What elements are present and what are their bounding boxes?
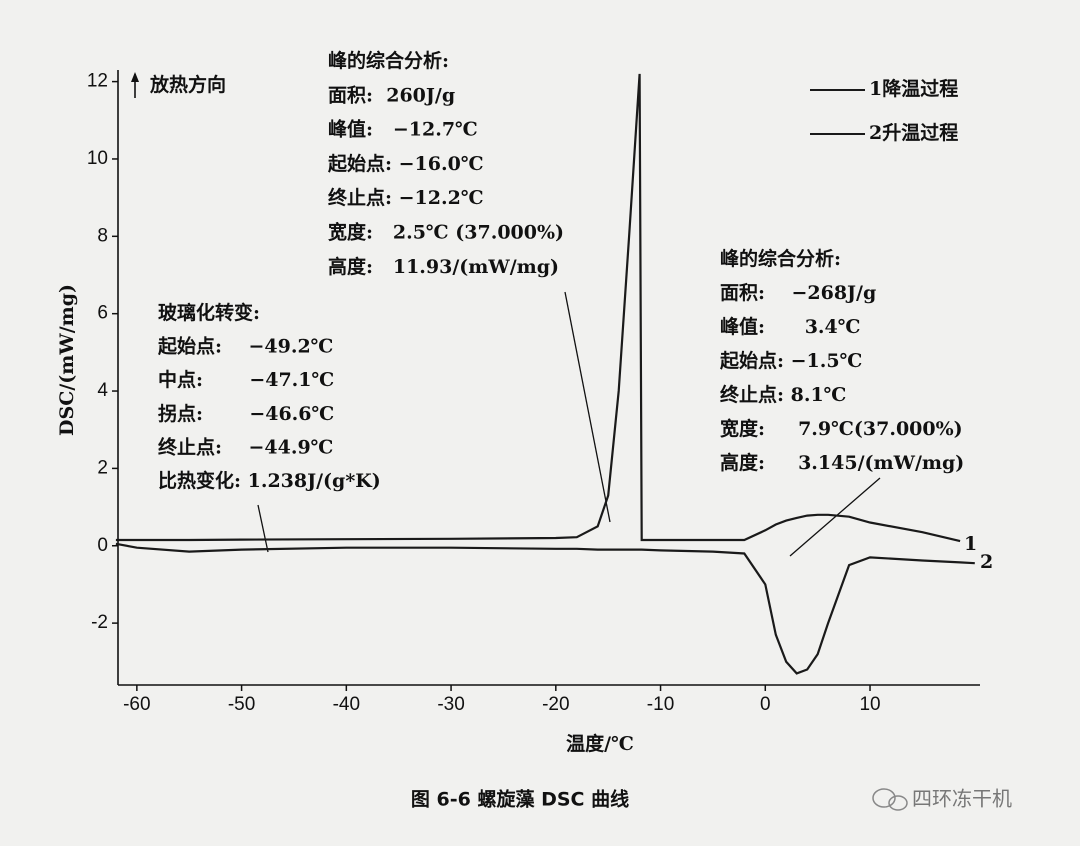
leader-line <box>564 291 611 523</box>
annotation-line: 起始点: −16.0℃ <box>327 152 484 175</box>
annotation-line: 终止点: −12.2℃ <box>328 186 484 209</box>
x-tick-label: -60 <box>123 694 150 715</box>
annotation-line: 起始点: −49.2℃ <box>157 335 333 358</box>
y-axis-label: DSC/(mW/mg) <box>56 284 78 436</box>
legend-label: 2升温过程 <box>869 122 958 144</box>
y-tick-label: 6 <box>97 303 108 324</box>
x-tick-label: -10 <box>647 694 674 715</box>
y-tick-label: 12 <box>87 71 108 92</box>
curve-label: 2 <box>980 551 993 573</box>
x-tick-label: 0 <box>760 694 771 715</box>
annotation-line: 宽度: 7.9℃(37.000%) <box>720 417 963 440</box>
annotation-line: 峰值: 3.4℃ <box>720 315 861 338</box>
series-line <box>115 73 961 543</box>
caption: 图 6-6 螺旋藻 DSC 曲线 <box>411 788 629 811</box>
y-tick-label: 4 <box>97 380 108 401</box>
annotation-line: 高度: 3.145/(mW/mg) <box>720 451 964 474</box>
x-tick-label: 10 <box>859 694 880 715</box>
annotation-line: 高度: 11.93/(mW/mg) <box>328 255 559 278</box>
y-tick-label: 10 <box>87 148 108 169</box>
direction-arrowhead <box>131 72 139 82</box>
annotation-line: 比热变化: 1.238J/(g*K) <box>158 469 381 492</box>
x-tick-label: -30 <box>437 694 464 715</box>
series-line <box>115 542 975 675</box>
x-tick-label: -40 <box>333 694 360 715</box>
y-tick-label: 0 <box>97 535 108 556</box>
y-tick-label: 8 <box>97 225 108 246</box>
annotation-line: 终止点: −44.9℃ <box>158 435 333 458</box>
annotation-line: 面积: −268J/g <box>720 282 876 304</box>
x-tick-label: -20 <box>542 694 569 715</box>
watermark: 四环冻干机 <box>912 787 1012 811</box>
direction-label: 放热方向 <box>149 73 226 96</box>
watermark-icon <box>872 788 908 811</box>
annotation-line: 终止点: 8.1℃ <box>720 383 846 406</box>
annotation-line: 起始点: −1.5℃ <box>719 349 862 372</box>
curve-label: 1 <box>964 533 977 555</box>
annotation-line: 玻璃化转变: <box>158 301 260 324</box>
annotation-line: 峰的综合分析: <box>720 247 841 270</box>
annotation-line: 面积: 260J/g <box>328 84 455 106</box>
annotation-line: 中点: −47.1℃ <box>158 368 334 391</box>
annotation-line: 峰值: −12.7℃ <box>328 118 478 141</box>
x-tick-label: -50 <box>228 694 255 715</box>
annotation-line: 宽度: 2.5℃ (37.000%) <box>328 221 564 244</box>
annotation-line: 拐点: −46.6℃ <box>158 402 334 425</box>
y-tick-label: -2 <box>91 612 108 633</box>
legend-label: 1降温过程 <box>869 77 958 100</box>
x-axis-label: 温度/℃ <box>566 732 634 755</box>
y-tick-label: 2 <box>97 457 108 478</box>
leader-line <box>257 504 269 553</box>
leader-line <box>789 477 881 557</box>
annotation-line: 峰的综合分析: <box>328 49 449 72</box>
